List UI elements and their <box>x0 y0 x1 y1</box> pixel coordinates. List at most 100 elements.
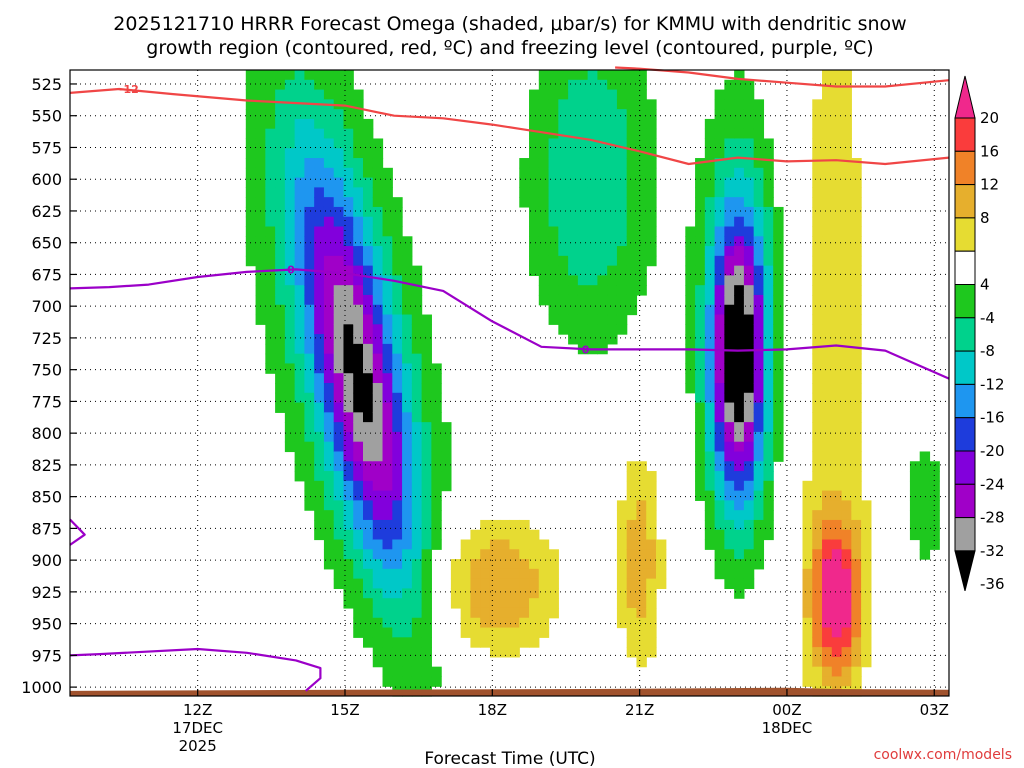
omega-cell <box>831 578 843 590</box>
omega-cell <box>734 99 745 110</box>
omega-cell <box>558 109 569 120</box>
omega-cell <box>704 265 716 277</box>
omega-cell <box>734 206 745 218</box>
omega-cell <box>812 148 823 159</box>
omega-cell <box>822 461 833 472</box>
y-tick-label: 750 <box>31 361 62 380</box>
omega-cell <box>431 431 442 443</box>
omega-cell <box>363 197 374 208</box>
omega-cell <box>743 451 755 462</box>
omega-cell <box>704 197 716 208</box>
omega-cell <box>284 353 296 365</box>
omega-cell <box>587 118 598 130</box>
omega-cell <box>568 148 579 159</box>
omega-cell <box>480 559 491 570</box>
omega-cell <box>909 480 921 492</box>
omega-cell <box>382 285 393 296</box>
omega-cell <box>753 353 765 365</box>
omega-cell <box>460 568 472 580</box>
omega-cell <box>822 294 833 306</box>
omega-cell <box>831 471 843 482</box>
omega-cell <box>822 343 833 355</box>
omega-cell <box>636 480 647 492</box>
omega-cell <box>724 148 735 159</box>
omega-cell <box>333 510 345 521</box>
omega-cell <box>402 627 413 638</box>
omega-cell <box>499 578 511 590</box>
omega-cell <box>255 206 266 218</box>
omega-cell <box>372 138 384 149</box>
omega-cell <box>861 510 872 521</box>
omega-cell <box>265 275 276 286</box>
omega-cell <box>353 383 364 394</box>
y-tick-label: 575 <box>31 138 62 157</box>
omega-cell <box>763 226 774 237</box>
omega-cell <box>802 588 813 599</box>
omega-cell <box>353 568 364 580</box>
omega-cell <box>402 402 413 413</box>
omega-cell <box>822 383 833 394</box>
omega-cell <box>616 148 628 159</box>
omega-cell <box>548 275 559 286</box>
omega-cell <box>304 236 315 247</box>
omega-cell <box>822 236 833 247</box>
omega-cell <box>753 226 765 237</box>
omega-cell <box>802 666 813 678</box>
omega-cell <box>392 353 403 365</box>
colorbar-label: -12 <box>980 375 1005 393</box>
omega-cell <box>353 510 364 521</box>
omega-cell <box>724 265 735 277</box>
omega-cell <box>841 480 852 492</box>
omega-cell <box>597 70 608 81</box>
omega-cell <box>284 109 296 120</box>
omega-cell <box>333 304 345 316</box>
omega-cell <box>763 451 774 462</box>
omega-cell <box>616 304 628 316</box>
omega-cell <box>538 216 550 228</box>
omega-cell <box>685 226 696 237</box>
omega-cell <box>489 549 501 560</box>
omega-cell <box>812 373 823 384</box>
omega-cell <box>695 216 706 228</box>
omega-cell <box>323 236 335 247</box>
omega-cell <box>831 334 843 345</box>
omega-cell <box>255 294 266 306</box>
omega-cell <box>841 226 852 237</box>
omega-cell <box>363 627 374 638</box>
omega-cell <box>558 99 569 110</box>
omega-cell <box>480 519 491 531</box>
omega-cell <box>851 373 862 384</box>
omega-cell <box>499 588 511 599</box>
omega-cell <box>841 334 852 345</box>
omega-cell <box>841 422 852 433</box>
omega-cell <box>304 431 315 443</box>
omega-cell <box>626 559 638 570</box>
omega-cell <box>851 216 862 228</box>
omega-cell <box>392 265 403 277</box>
omega-cell <box>841 647 852 658</box>
omega-cell <box>402 431 413 443</box>
omega-cell <box>743 265 755 277</box>
omega-cell <box>616 70 628 81</box>
omega-cell <box>411 363 423 374</box>
omega-cell <box>284 294 296 306</box>
omega-cell <box>323 559 335 570</box>
omega-cell <box>607 246 618 257</box>
omega-cell <box>372 334 384 345</box>
omega-cell <box>304 206 315 218</box>
omega-cell <box>597 167 608 179</box>
omega-cell <box>304 167 315 179</box>
omega-cell <box>626 109 638 120</box>
omega-cell <box>724 461 735 472</box>
omega-cell <box>372 187 384 198</box>
omega-cell <box>812 197 823 208</box>
omega-cell <box>812 666 823 678</box>
omega-cell <box>245 89 257 100</box>
omega-cell <box>734 216 745 228</box>
omega-cell <box>402 539 413 550</box>
omega-cell <box>616 275 628 286</box>
omega-cell <box>333 294 345 306</box>
omega-cell <box>812 637 823 648</box>
omega-cell <box>353 402 364 413</box>
omega-cell <box>724 431 735 443</box>
